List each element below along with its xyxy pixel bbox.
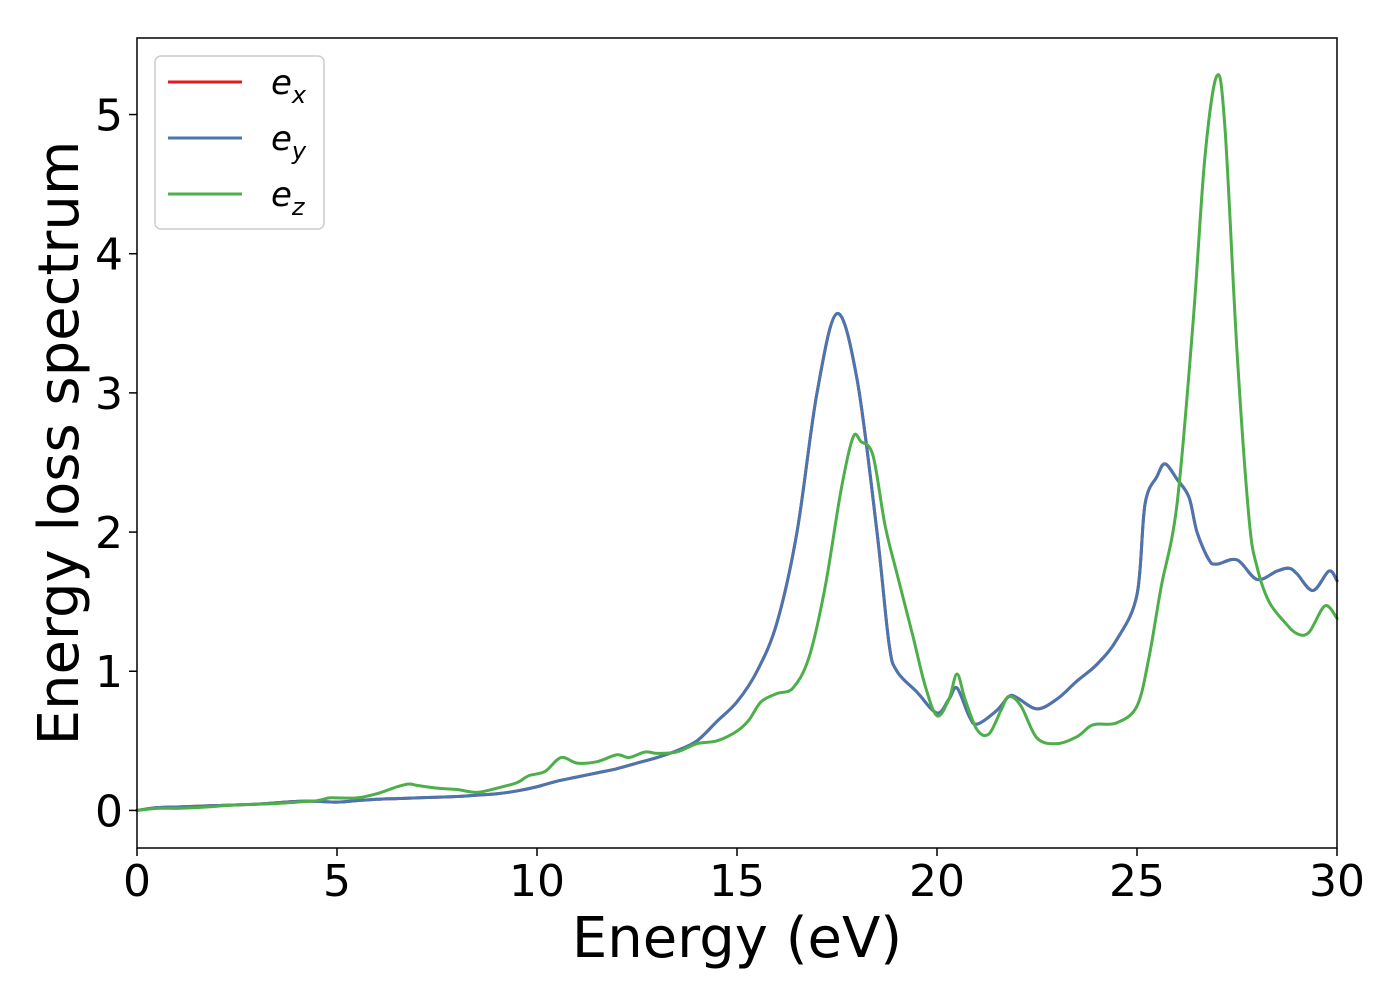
x-tick-label: 30 [1309,856,1365,907]
legend-label-base: e [271,175,292,215]
y-tick-label: 0 [95,786,123,837]
plot-area [137,38,1337,848]
legend-label-subscript: y [291,137,307,165]
y-tick-label: 1 [95,647,123,698]
y-tick-label: 4 [95,230,123,281]
legend-box [154,55,325,230]
y-axis-title: Energy loss spectrum [27,141,92,746]
y-tick-label: 2 [95,508,123,559]
x-tick-label: 15 [709,856,765,907]
x-tick-label: 25 [1109,856,1165,907]
series-line-e-y [135,312,1339,812]
legend-label-y: ey [271,119,307,165]
legend-label-base: e [271,63,292,103]
legend-label-z: ez [271,175,306,221]
x-axis-title: Energy (eV) [572,906,902,971]
y-tick-label: 3 [95,369,123,420]
x-tick-label: 5 [323,856,351,907]
series-line-e-z [135,73,1339,812]
y-tick-label: 5 [95,91,123,142]
legend-label-base: e [271,119,292,159]
x-tick-label: 0 [123,856,151,907]
x-tick-label: 10 [509,856,565,907]
series-layer [135,73,1339,812]
legend-label-x: ex [271,63,307,109]
plot-background [137,38,1337,848]
legend-label-subscript: x [291,81,307,109]
legend-label-subscript: z [291,193,306,221]
y-axis: 0 1 2 3 4 5 [95,91,137,837]
x-axis: 0 5 10 15 20 25 30 [123,848,1365,907]
x-tick-label: 20 [909,856,965,907]
